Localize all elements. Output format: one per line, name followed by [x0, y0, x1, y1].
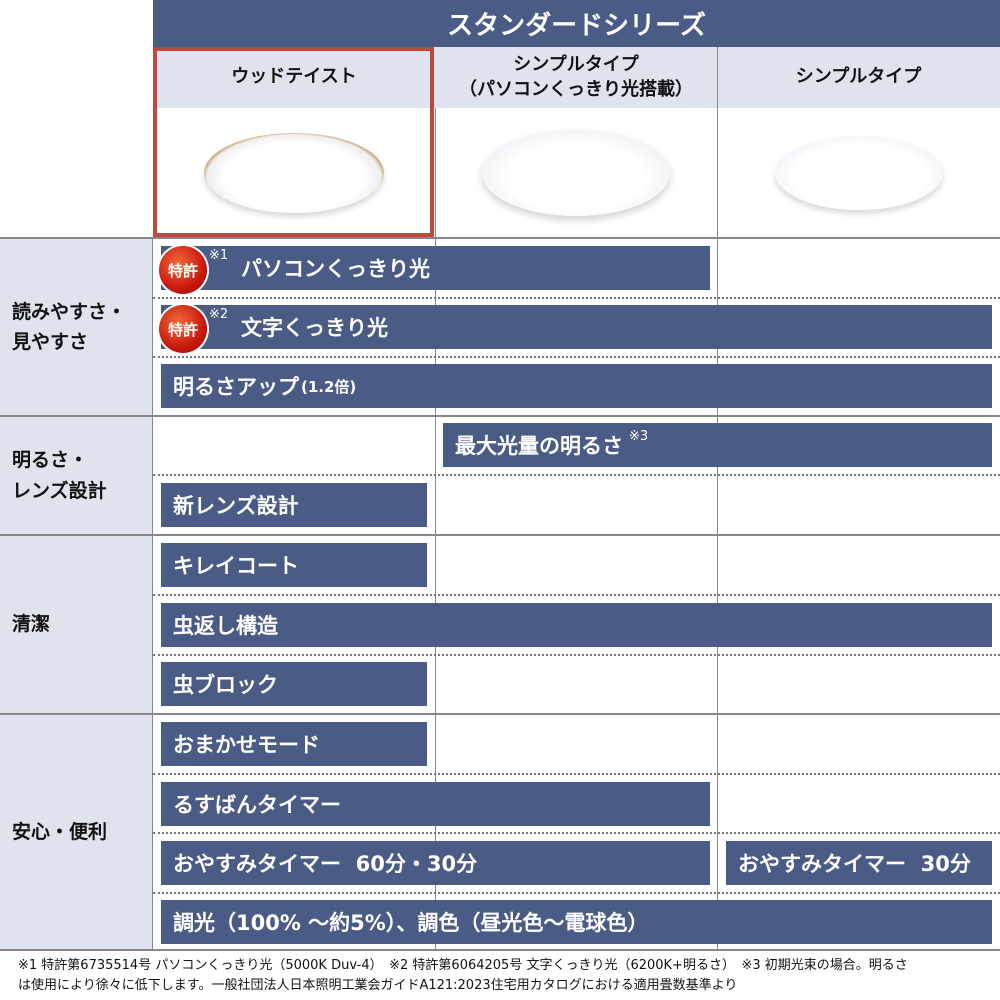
group-divider [0, 237, 1000, 239]
footnote-marker: ※1 [209, 248, 229, 263]
column-header-simple-pc[interactable]: シンプルタイプ （パソコンくっきり光搭載） [435, 47, 717, 108]
column-header-simple[interactable]: シンプルタイプ [717, 47, 1000, 108]
feature-new-lens: 新レンズ設計 [161, 483, 427, 527]
group-label-readability: 読みやすさ・ 見やすさ [12, 300, 127, 353]
row-divider [153, 297, 1000, 299]
row-divider [153, 832, 1000, 834]
product-image-simple-pc[interactable] [435, 108, 717, 237]
patent-badge: 特許 [159, 246, 207, 294]
column-label: シンプルタイプ [795, 66, 922, 88]
series-title: スタンダードシリーズ [153, 0, 1000, 47]
column-header-wood[interactable]: ウッドテイスト [153, 47, 435, 108]
group-divider [0, 949, 1000, 951]
feature-label: 文字くっきり光 [241, 316, 388, 340]
feature-bug-return: 虫返し構造 [161, 603, 992, 647]
group-divider [0, 415, 1000, 417]
feature-pc-light: 特許 ※1 パソコンくっきり光 [159, 246, 710, 294]
column-sublabel: （パソコンくっきり光搭載） [459, 78, 693, 100]
feature-max-light: 最大光量の明るさ ※3 [443, 423, 992, 467]
feature-omakase-mode: おまかせモード [161, 722, 427, 766]
feature-bug-block: 虫ブロック [161, 662, 427, 706]
footnote-marker: ※2 [209, 307, 229, 322]
product-image-simple[interactable] [717, 108, 1000, 237]
row-divider [153, 773, 1000, 775]
column-divider [717, 47, 718, 950]
product-image-wood[interactable] [153, 108, 435, 237]
row-divider [153, 356, 1000, 358]
group-label-cleanliness: 清潔 [12, 613, 51, 636]
feature-kirei-coat: キレイコート [161, 543, 427, 587]
group-label-brightness-lens: 明るさ・ レンズ設計 [12, 449, 107, 502]
row-divider [153, 474, 1000, 476]
row-divider [153, 892, 1000, 894]
group-divider [0, 534, 1000, 536]
feature-dimming-toning: 調光（100% ～約5%）、調色（昼光色～電球色） [161, 900, 992, 944]
row-divider [153, 654, 1000, 656]
left-label-column [0, 237, 153, 950]
column-divider [435, 108, 436, 950]
group-divider [0, 713, 1000, 715]
patent-badge: 特許 [159, 305, 207, 353]
feature-sleep-timer-30: おやすみタイマー 30分 [726, 841, 992, 885]
feature-rusuban-timer: るすばんタイマー [161, 782, 710, 826]
feature-label: パソコンくっきり光 [241, 257, 430, 281]
feature-sleep-timer-60-30: おやすみタイマー 60分・30分 [161, 841, 710, 885]
group-label-safety-convenience: 安心・便利 [12, 820, 108, 843]
footnote-line: ※1 特許第6735514号 パソコンくっきり光（5000K Duv-4） ※2… [18, 958, 908, 973]
column-label: シンプルタイプ [513, 54, 639, 76]
row-divider [153, 594, 1000, 596]
footnotes: ※1 特許第6735514号 パソコンくっきり光（5000K Duv-4） ※2… [18, 956, 993, 996]
column-label: ウッドテイスト [231, 66, 357, 88]
footnote-line: は使用により徐々に低下します。一般社団法人日本照明工業会ガイドA121:2023… [18, 978, 738, 993]
feature-brightness-up: 明るさアップ (1.2倍) [161, 364, 992, 408]
feature-text-light: 特許 ※2 文字くっきり光 [159, 305, 992, 353]
